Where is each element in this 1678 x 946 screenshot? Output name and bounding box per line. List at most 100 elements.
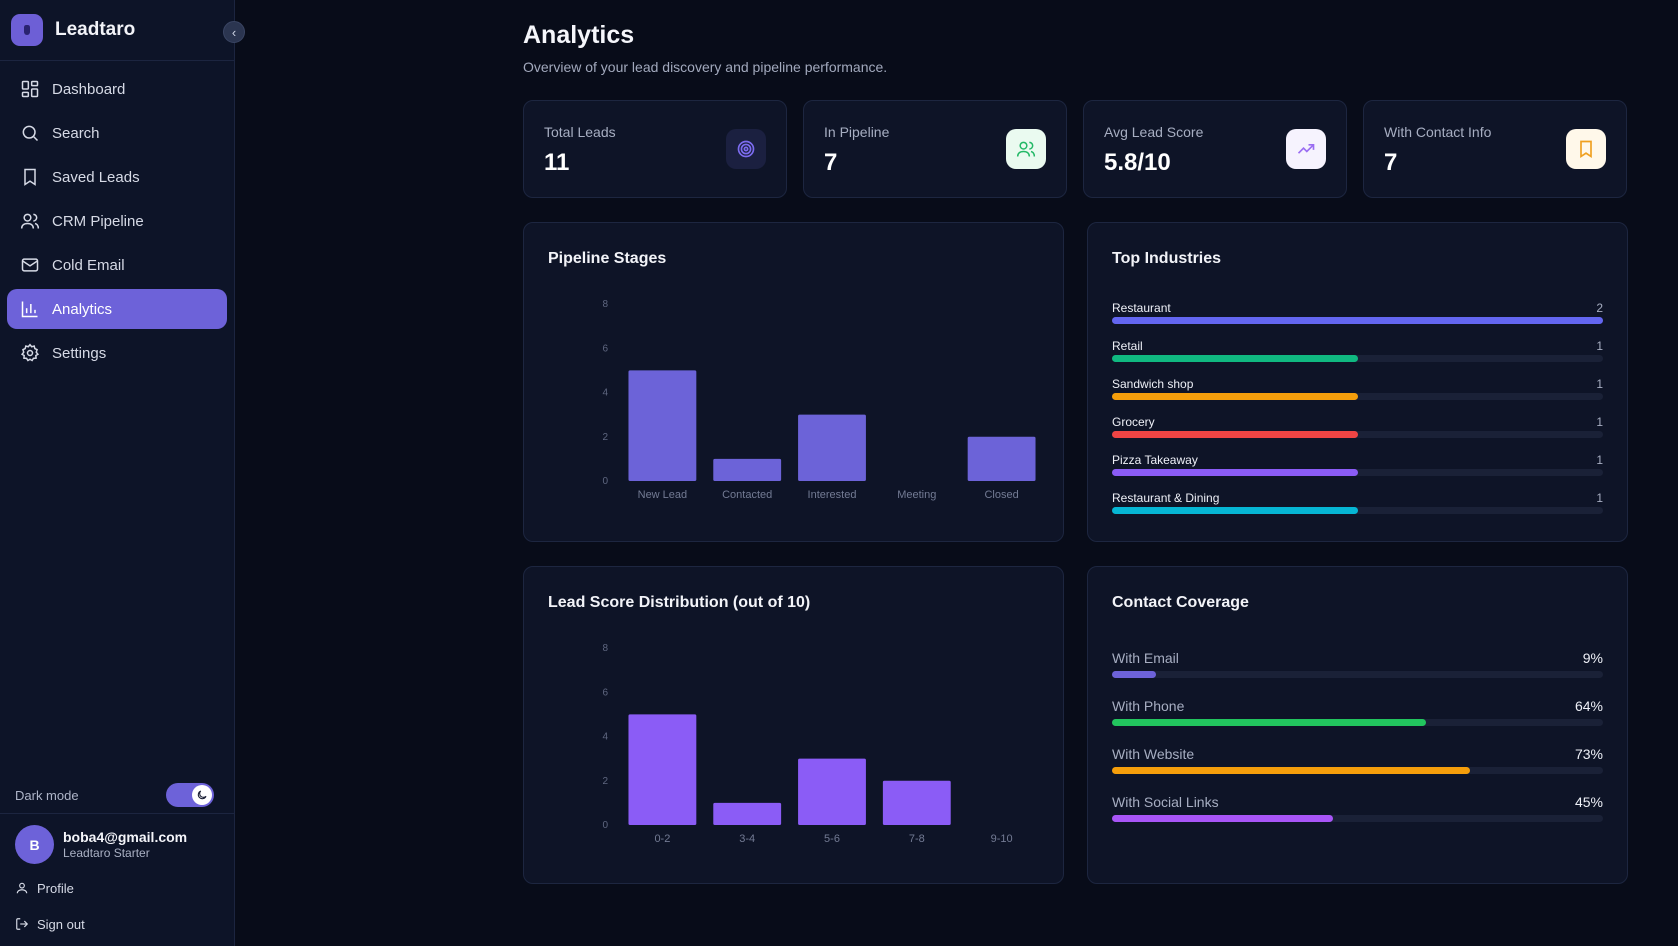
industry-bar-track xyxy=(1112,431,1603,438)
stat-value: 11 xyxy=(544,149,570,176)
x-tick-label: Meeting xyxy=(897,489,936,501)
stat-value: 5.8/10 xyxy=(1104,149,1171,176)
industry-count: 1 xyxy=(1596,415,1603,429)
industry-row: Grocery 1 xyxy=(1112,415,1603,453)
user-email: boba4@gmail.com xyxy=(63,829,188,845)
target-icon xyxy=(737,140,755,158)
dark-mode-label: Dark mode xyxy=(15,787,79,803)
collapse-sidebar-button[interactable]: ‹ xyxy=(223,21,245,43)
industry-name: Retail xyxy=(1112,339,1143,353)
industry-bar-fill xyxy=(1112,431,1358,438)
industry-name: Sandwich shop xyxy=(1112,377,1194,391)
x-tick-label: 0-2 xyxy=(654,833,670,845)
sidebar-item-label: Dashboard xyxy=(52,80,126,98)
y-tick-label: 0 xyxy=(602,476,608,487)
moon-icon xyxy=(197,790,207,800)
industry-row: Restaurant 2 xyxy=(1112,301,1603,339)
sidebar-item-dashboard[interactable]: Dashboard xyxy=(7,69,227,109)
industry-bar-fill xyxy=(1112,355,1358,362)
stat-label: In Pipeline xyxy=(824,124,890,140)
panel-title: Pipeline Stages xyxy=(548,250,667,267)
y-tick-label: 2 xyxy=(602,776,608,787)
industry-bar-fill xyxy=(1112,507,1358,514)
bar[interactable] xyxy=(713,802,782,825)
y-tick-label: 2 xyxy=(602,432,608,443)
sign-out-link[interactable]: Sign out xyxy=(0,914,85,934)
sidebar-item-cold-email[interactable]: Cold Email xyxy=(7,245,227,285)
x-tick-label: New Lead xyxy=(638,489,688,501)
industries-list: Restaurant 2 Retail 1 Sandwich shop 1 Grocery 1… xyxy=(1112,301,1603,529)
coverage-bar-track xyxy=(1112,719,1603,726)
log-out-icon xyxy=(16,918,29,930)
bar[interactable] xyxy=(967,436,1036,481)
bookmark-icon xyxy=(24,168,36,186)
sidebar-item-label: Settings xyxy=(52,344,107,362)
sidebar-item-settings[interactable]: Settings xyxy=(7,333,227,373)
users-icon xyxy=(20,213,40,229)
sidebar-item-search[interactable]: Search xyxy=(7,113,227,153)
y-tick-label: 4 xyxy=(602,388,608,399)
coverage-percent: 9% xyxy=(1582,650,1603,666)
coverage-percent: 73% xyxy=(1574,746,1603,762)
industry-count: 1 xyxy=(1596,339,1603,353)
pipeline-stages-chart: 0 2 4 6 8 New Lead Contacted Interested Meeting C… xyxy=(602,299,1036,501)
industry-name: Restaurant xyxy=(1112,301,1171,315)
stat-card-avg-lead-score: Avg Lead Score 5.8/10 xyxy=(1083,100,1347,198)
industry-row: Restaurant & Dining 1 xyxy=(1112,491,1603,529)
sidebar-item-crm-pipeline[interactable]: CRM Pipeline xyxy=(7,201,227,241)
industry-name: Grocery xyxy=(1112,415,1155,429)
x-tick-label: Contacted xyxy=(722,489,772,501)
contact-coverage-panel: Contact Coverage With Email 9% With Phone 6… xyxy=(1087,566,1628,884)
industry-name: Pizza Takeaway xyxy=(1112,453,1198,467)
sidebar-nav: Dashboard Search Saved Leads CRM Pipelin… xyxy=(0,61,234,385)
stat-icon-box xyxy=(1566,129,1606,169)
sidebar-item-analytics[interactable]: Analytics xyxy=(7,289,227,329)
bar[interactable] xyxy=(713,458,782,481)
coverage-row: With Social Links 45% xyxy=(1112,794,1603,842)
sidebar-item-label: Cold Email xyxy=(52,256,125,274)
coverage-bar-fill xyxy=(1112,767,1471,774)
industry-bar-track xyxy=(1112,393,1603,400)
chevron-left-icon: ‹ xyxy=(231,24,237,40)
stat-card-total-leads: Total Leads 11 xyxy=(523,100,787,198)
pipeline-stages-panel: Pipeline Stages 0 2 4 6 8 New Lead Contacted In… xyxy=(523,222,1064,542)
lead-score-panel: Lead Score Distribution (out of 10) 0 2 4 6… xyxy=(523,566,1064,884)
lead-score-chart: 0 2 4 6 8 0-2 3-4 5-6 7-8 9-10 xyxy=(602,643,1012,845)
sidebar-item-label: CRM Pipeline xyxy=(52,212,144,230)
y-tick-label: 6 xyxy=(602,343,608,354)
industry-bar-track xyxy=(1112,317,1603,324)
bar[interactable] xyxy=(628,714,697,825)
coverage-row: With Phone 64% xyxy=(1112,698,1603,746)
industry-count: 1 xyxy=(1596,453,1603,467)
bar[interactable] xyxy=(798,758,866,825)
coverage-percent: 64% xyxy=(1574,698,1603,714)
sidebar: Leadtaro ‹ Dashboard Search Saved Leads … xyxy=(0,0,245,946)
bar[interactable] xyxy=(882,780,951,825)
industry-count: 1 xyxy=(1596,491,1603,505)
avatar[interactable]: B xyxy=(15,825,54,864)
industry-bar-track xyxy=(1112,507,1603,514)
brand-header: Leadtaro ‹ xyxy=(0,0,245,61)
user-info: B boba4@gmail.com Leadtaro Starter xyxy=(0,814,235,864)
profile-link[interactable]: Profile xyxy=(0,878,74,898)
coverage-percent: 45% xyxy=(1574,794,1603,810)
x-tick-label: 5-6 xyxy=(824,833,840,845)
sidebar-item-label: Saved Leads xyxy=(52,168,140,186)
coverage-list: With Email 9% With Phone 64% With Website 73%… xyxy=(1112,650,1603,842)
app-logo[interactable] xyxy=(11,14,43,46)
sidebar-item-label: Analytics xyxy=(52,300,113,318)
app-name: Leadtaro xyxy=(55,19,136,40)
bar[interactable] xyxy=(628,370,697,481)
panel-title: Contact Coverage xyxy=(1112,594,1249,611)
bar[interactable] xyxy=(798,414,866,481)
stat-icon-box xyxy=(1286,129,1326,169)
stat-value: 7 xyxy=(1384,149,1398,176)
coverage-name: With Email xyxy=(1112,650,1179,666)
user-icon xyxy=(16,882,28,894)
page-title: Analytics xyxy=(523,21,635,49)
gear-icon xyxy=(20,343,40,362)
industry-bar-track xyxy=(1112,469,1603,476)
page-subtitle: Overview of your lead discovery and pipe… xyxy=(523,59,888,75)
sidebar-item-saved-leads[interactable]: Saved Leads xyxy=(7,157,227,197)
dark-mode-toggle[interactable] xyxy=(166,783,214,807)
